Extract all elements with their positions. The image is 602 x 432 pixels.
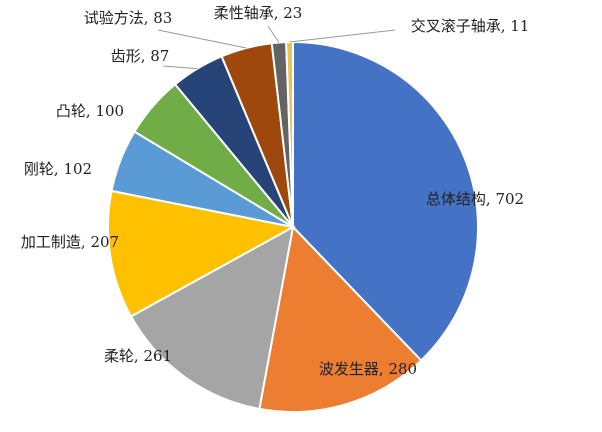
data-label: 凸轮, 100 [56, 102, 124, 120]
data-label: 波发生器, 280 [319, 360, 417, 378]
leader-line [289, 29, 396, 43]
data-label: 刚轮, 102 [24, 160, 92, 178]
leader-line [157, 29, 247, 49]
leader-line [162, 65, 198, 70]
data-label: 柔性轴承, 23 [214, 4, 303, 22]
data-label: 柔轮, 261 [104, 347, 172, 365]
pie-slice: 总体结构 [292, 40, 479, 362]
leader-line [267, 25, 280, 43]
data-label: 总体结构, 702 [426, 190, 524, 208]
data-label: 试验方法, 83 [84, 9, 173, 27]
pie-slice: 柔轮 [129, 225, 295, 411]
pie-slice: 加工制造 [107, 189, 296, 318]
data-label: 交叉滚子轴承, 11 [411, 17, 530, 35]
data-label: 加工制造, 207 [21, 233, 119, 251]
pie-slice: 波发生器 [258, 224, 423, 413]
data-label: 齿形, 87 [111, 47, 170, 65]
